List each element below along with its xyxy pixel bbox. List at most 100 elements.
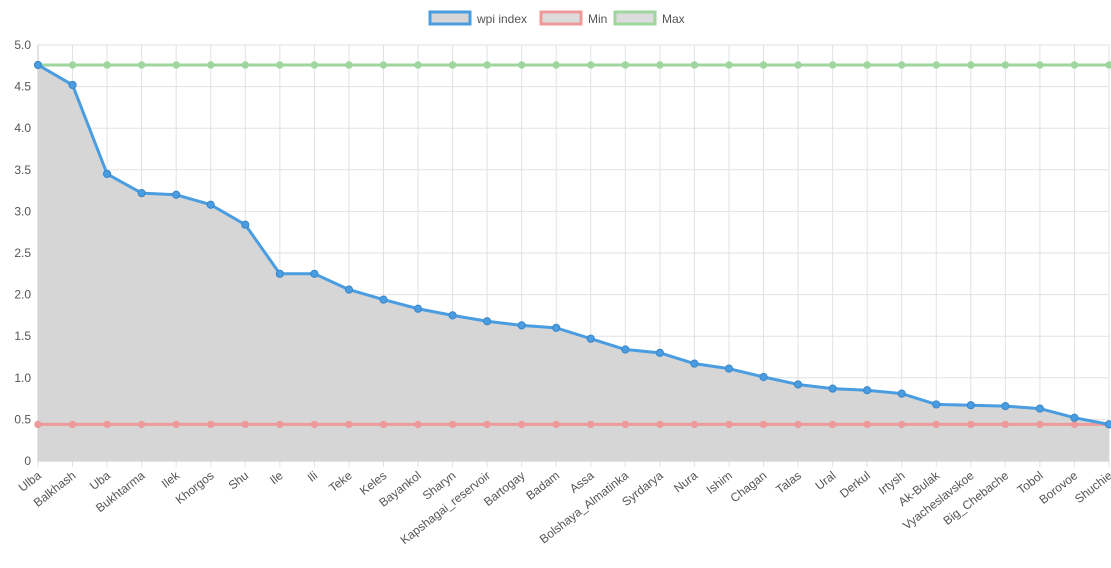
x-tick-label: Shuchie	[1072, 468, 1111, 506]
max-point	[690, 61, 699, 69]
wpi-index-point	[724, 364, 734, 373]
max-point	[967, 61, 975, 69]
wpi-index-point	[690, 359, 699, 368]
x-tick-label: Nura	[671, 468, 700, 495]
x-tick-label: Derkul	[837, 468, 873, 500]
wpi-index-point	[655, 348, 664, 357]
max-legend-swatch	[613, 10, 657, 26]
max-point	[1070, 61, 1079, 69]
max-point	[932, 61, 940, 69]
min-point	[68, 420, 77, 429]
min-point	[379, 420, 388, 429]
x-tick-label: Ili	[305, 468, 320, 484]
min-legend-label: Min	[588, 12, 607, 26]
max-point	[483, 61, 491, 69]
min-point	[345, 420, 353, 429]
y-tick-label: 2.0	[14, 288, 31, 302]
max-point	[759, 61, 768, 69]
x-tick-label: Khorgos	[173, 468, 217, 507]
min-point	[448, 420, 457, 429]
max-point	[276, 61, 284, 69]
wpi-index-area	[38, 64, 1109, 461]
max-point	[517, 61, 526, 69]
plot-area	[38, 64, 1109, 461]
y-tick-label: 3.5	[14, 163, 31, 177]
series-points	[33, 60, 1111, 429]
wpi-index-point	[137, 188, 146, 198]
wpi-index-point	[1070, 413, 1079, 422]
legend-item-min: Min	[539, 10, 607, 26]
min-point	[690, 420, 699, 429]
wpi-index-point	[966, 401, 975, 410]
wpi-index-point	[897, 389, 906, 398]
wpi-index-point	[448, 311, 457, 320]
wpi-index-point	[1001, 401, 1010, 411]
max-point	[621, 61, 630, 69]
min-point	[310, 420, 319, 429]
wpi-index-point	[621, 345, 630, 354]
y-tick-label: 4.0	[14, 121, 31, 135]
max-point	[414, 61, 422, 69]
max-point	[310, 61, 319, 69]
wpi-index-point	[413, 304, 423, 313]
wpi-index-point	[793, 380, 803, 389]
wpi-index-point	[344, 285, 354, 294]
wpi-index-point	[310, 269, 319, 278]
wpi-index-point	[863, 386, 872, 395]
wpi-index-point	[68, 80, 77, 90]
min-point	[967, 420, 975, 429]
max-point	[1105, 61, 1111, 69]
x-tick-label: Badam	[523, 468, 562, 502]
max-point	[1036, 61, 1044, 69]
wpi-index-point	[828, 384, 837, 393]
max-point	[1001, 61, 1010, 69]
min-point	[1036, 420, 1044, 429]
max-point	[345, 61, 353, 69]
min-point	[863, 420, 871, 429]
wpi-index-point	[379, 295, 388, 304]
wpi-index-point	[33, 60, 43, 70]
y-tick-label: 1.0	[14, 371, 31, 385]
max-point	[103, 61, 111, 69]
wpi-index-point	[517, 321, 526, 330]
min-point	[725, 420, 733, 429]
legend: wpi index Min Max	[428, 10, 685, 26]
x-tick-label: Ural	[812, 468, 838, 493]
min-point	[34, 420, 42, 429]
max-point	[172, 61, 180, 69]
max-legend-label: Max	[662, 12, 685, 26]
y-tick-label: 4.5	[14, 80, 31, 94]
min-point	[483, 420, 491, 429]
max-point	[794, 61, 802, 69]
wpi-index-point	[172, 190, 181, 199]
wpi-index-line	[36, 63, 1111, 426]
max-point	[379, 61, 388, 69]
wpi-index-point	[552, 323, 561, 332]
x-tick-label: Ilek	[159, 468, 183, 491]
wpi-index-legend-label: wpi index	[476, 12, 527, 26]
series-lines	[36, 63, 1111, 426]
min-point	[276, 420, 284, 429]
x-tick-label: Ile	[267, 468, 286, 487]
min-point	[414, 420, 422, 429]
wpi-index-point	[275, 269, 284, 278]
max-point	[656, 61, 664, 69]
wpi-index-point	[932, 400, 941, 409]
wpi-index-point	[759, 372, 768, 382]
min-point	[656, 420, 664, 429]
y-axis: 0 0.5 1.0 1.5 2.0 2.5 3.0 3.5 4.0 4.5 5.0	[14, 38, 31, 468]
max-point	[725, 61, 733, 69]
wpi-index-point	[206, 200, 215, 209]
min-point	[1070, 420, 1079, 429]
min-point	[621, 420, 630, 429]
min-point	[103, 420, 111, 429]
y-tick-label: 1.5	[14, 329, 31, 343]
min-point	[828, 420, 837, 429]
min-point	[552, 420, 560, 429]
min-point	[137, 420, 146, 429]
min-point	[517, 420, 526, 429]
max-point	[68, 61, 77, 69]
max-point	[448, 61, 457, 69]
